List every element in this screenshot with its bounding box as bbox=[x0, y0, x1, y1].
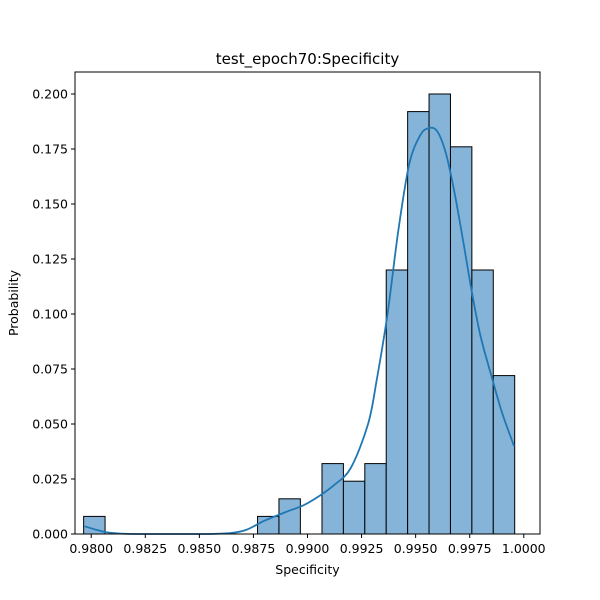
y-tick-label: 0.175 bbox=[32, 142, 68, 157]
x-tick-label: 0.9850 bbox=[177, 541, 221, 556]
y-tick-label: 0.075 bbox=[32, 362, 68, 377]
histogram-bar bbox=[407, 111, 430, 535]
x-tick-label: 0.9825 bbox=[123, 541, 167, 556]
y-tick-label: 0.050 bbox=[32, 417, 68, 432]
y-tick-label: 0.200 bbox=[32, 87, 68, 102]
x-tick-label: 1.0000 bbox=[502, 541, 546, 556]
y-tick-label: 0.100 bbox=[32, 307, 68, 322]
histogram-bar bbox=[364, 463, 387, 535]
x-tick-label: 0.9800 bbox=[69, 541, 113, 556]
x-tick-label: 0.9925 bbox=[340, 541, 384, 556]
y-axis-label: Probability bbox=[6, 269, 21, 336]
histogram-bars bbox=[83, 93, 516, 535]
histogram-bar bbox=[278, 498, 301, 535]
y-tick-label: 0.150 bbox=[32, 197, 68, 212]
x-tick-label: 0.9950 bbox=[394, 541, 438, 556]
x-tick-label: 0.9875 bbox=[232, 541, 276, 556]
x-axis-label: Specificity bbox=[275, 562, 340, 577]
histogram-bar bbox=[321, 463, 344, 535]
chart-title: test_epoch70:Specificity bbox=[216, 50, 400, 69]
y-tick-label: 0.125 bbox=[32, 252, 68, 267]
histogram-bar bbox=[449, 146, 473, 535]
histogram-bar bbox=[492, 375, 516, 535]
y-tick-label: 0.025 bbox=[32, 472, 68, 487]
histogram-bar bbox=[385, 269, 409, 535]
x-tick-label: 0.9975 bbox=[448, 541, 492, 556]
y-tick-label: 0.000 bbox=[32, 527, 68, 542]
histogram-bar bbox=[342, 480, 366, 535]
y-axis-ticks: 0.000 0.025 0.050 0.075 0.100 0.125 0.150 0.175… bbox=[32, 87, 75, 542]
x-tick-label: 0.9900 bbox=[286, 541, 330, 556]
x-axis-ticks: 0.9800 0.9825 0.9850 0.9875 0.9900 0.9925 0.99… bbox=[69, 534, 546, 556]
